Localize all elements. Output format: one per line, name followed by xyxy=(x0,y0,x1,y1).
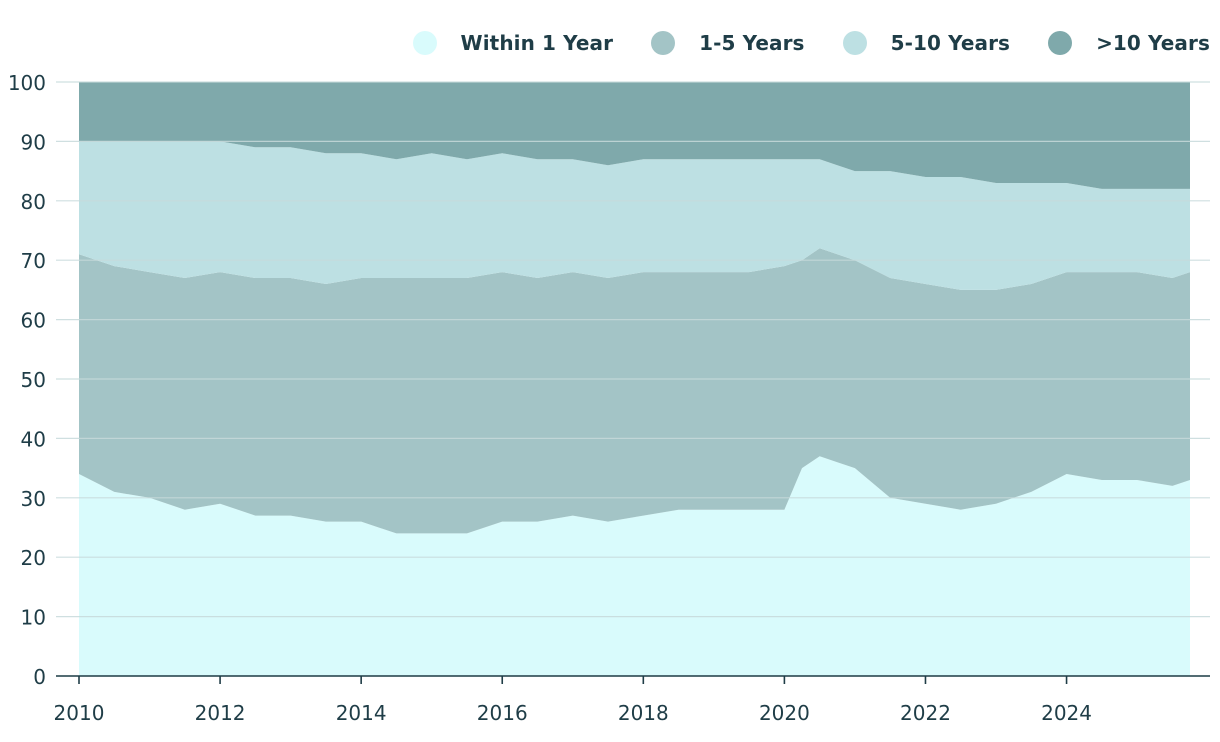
legend-label: >10 Years xyxy=(1096,31,1210,55)
x-tick-label: 2018 xyxy=(618,701,669,725)
x-tick-label: 2010 xyxy=(54,701,105,725)
y-tick-label: 100 xyxy=(8,71,46,95)
legend-swatch-1-5-years xyxy=(651,31,676,55)
area-series-0 xyxy=(79,456,1190,676)
area-series-3 xyxy=(79,82,1190,189)
y-axis: 0 10 20 30 40 50 60 70 80 90 100 xyxy=(8,71,46,689)
y-tick-label: 40 xyxy=(21,427,46,451)
legend-swatch-5-10-years xyxy=(842,31,867,55)
x-axis: 2010 2012 2014 2016 2018 2020 2022 2024 xyxy=(54,675,1210,725)
x-tick-label: 2014 xyxy=(336,701,387,725)
y-tick-label: 60 xyxy=(21,309,46,333)
legend-item-1-5-years: 1-5 Years xyxy=(651,31,804,55)
y-tick-label: 90 xyxy=(21,130,46,154)
x-tick-label: 2022 xyxy=(900,701,951,725)
area-series-2 xyxy=(79,141,1190,290)
legend-item-5-10-years: 5-10 Years xyxy=(842,31,1011,55)
gridlines xyxy=(56,81,1210,677)
legend-item-within-1-year: Within 1 Year xyxy=(412,31,614,55)
y-tick-label: 0 xyxy=(33,665,46,689)
legend-label: 1-5 Years xyxy=(699,31,805,55)
legend-swatch-over-10-years xyxy=(1048,31,1073,55)
x-tick-label: 2024 xyxy=(1041,701,1092,725)
y-tick-label: 20 xyxy=(21,546,46,570)
x-tick-label: 2020 xyxy=(759,701,810,725)
x-tick-label: 2016 xyxy=(477,701,528,725)
x-tick-label: 2012 xyxy=(195,701,246,725)
y-tick-label: 70 xyxy=(21,249,46,273)
legend-label: 5-10 Years xyxy=(890,31,1011,55)
y-tick-label: 80 xyxy=(21,190,46,214)
legend-label: Within 1 Year xyxy=(460,31,614,55)
legend-item-over-10-years: >10 Years xyxy=(1048,31,1210,55)
chart-legend: Within 1 Year 1-5 Years 5-10 Years >10 Y… xyxy=(375,28,1210,58)
area-series-1 xyxy=(79,248,1190,534)
y-tick-label: 10 xyxy=(21,606,46,630)
legend-swatch-within-1-year xyxy=(412,31,437,55)
y-tick-label: 30 xyxy=(21,487,46,511)
y-tick-label: 50 xyxy=(21,368,46,392)
